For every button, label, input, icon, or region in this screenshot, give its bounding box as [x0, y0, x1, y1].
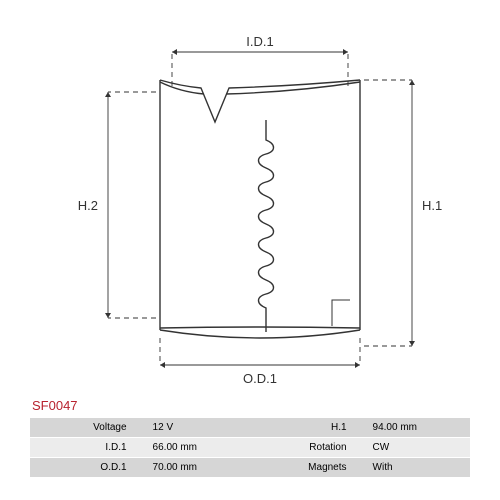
part-number: SF0047 [32, 398, 78, 413]
svg-text:I.D.1: I.D.1 [246, 34, 273, 49]
spec-key: Rotation [250, 438, 355, 458]
svg-text:H.1: H.1 [422, 198, 442, 213]
spec-value: 70.00 mm [135, 458, 250, 478]
svg-text:O.D.1: O.D.1 [243, 371, 277, 386]
spec-key: O.D.1 [30, 458, 135, 478]
spec-value: CW [355, 438, 470, 458]
table-row: O.D.170.00 mmMagnetsWith [30, 458, 470, 478]
spec-value: 12 V [135, 418, 250, 438]
spec-table: Voltage12 VH.194.00 mmI.D.166.00 mmRotat… [30, 418, 470, 478]
table-row: I.D.166.00 mmRotationCW [30, 438, 470, 458]
spec-key: H.1 [250, 418, 355, 438]
spec-key: Magnets [250, 458, 355, 478]
spec-value: 66.00 mm [135, 438, 250, 458]
table-row: Voltage12 VH.194.00 mm [30, 418, 470, 438]
svg-text:H.2: H.2 [78, 198, 98, 213]
spec-value: 94.00 mm [355, 418, 470, 438]
spec-key: Voltage [30, 418, 135, 438]
technical-drawing: I.D.1 O.D.1 H.1 H.2 [60, 10, 440, 390]
spec-value: With [355, 458, 470, 478]
spec-key: I.D.1 [30, 438, 135, 458]
